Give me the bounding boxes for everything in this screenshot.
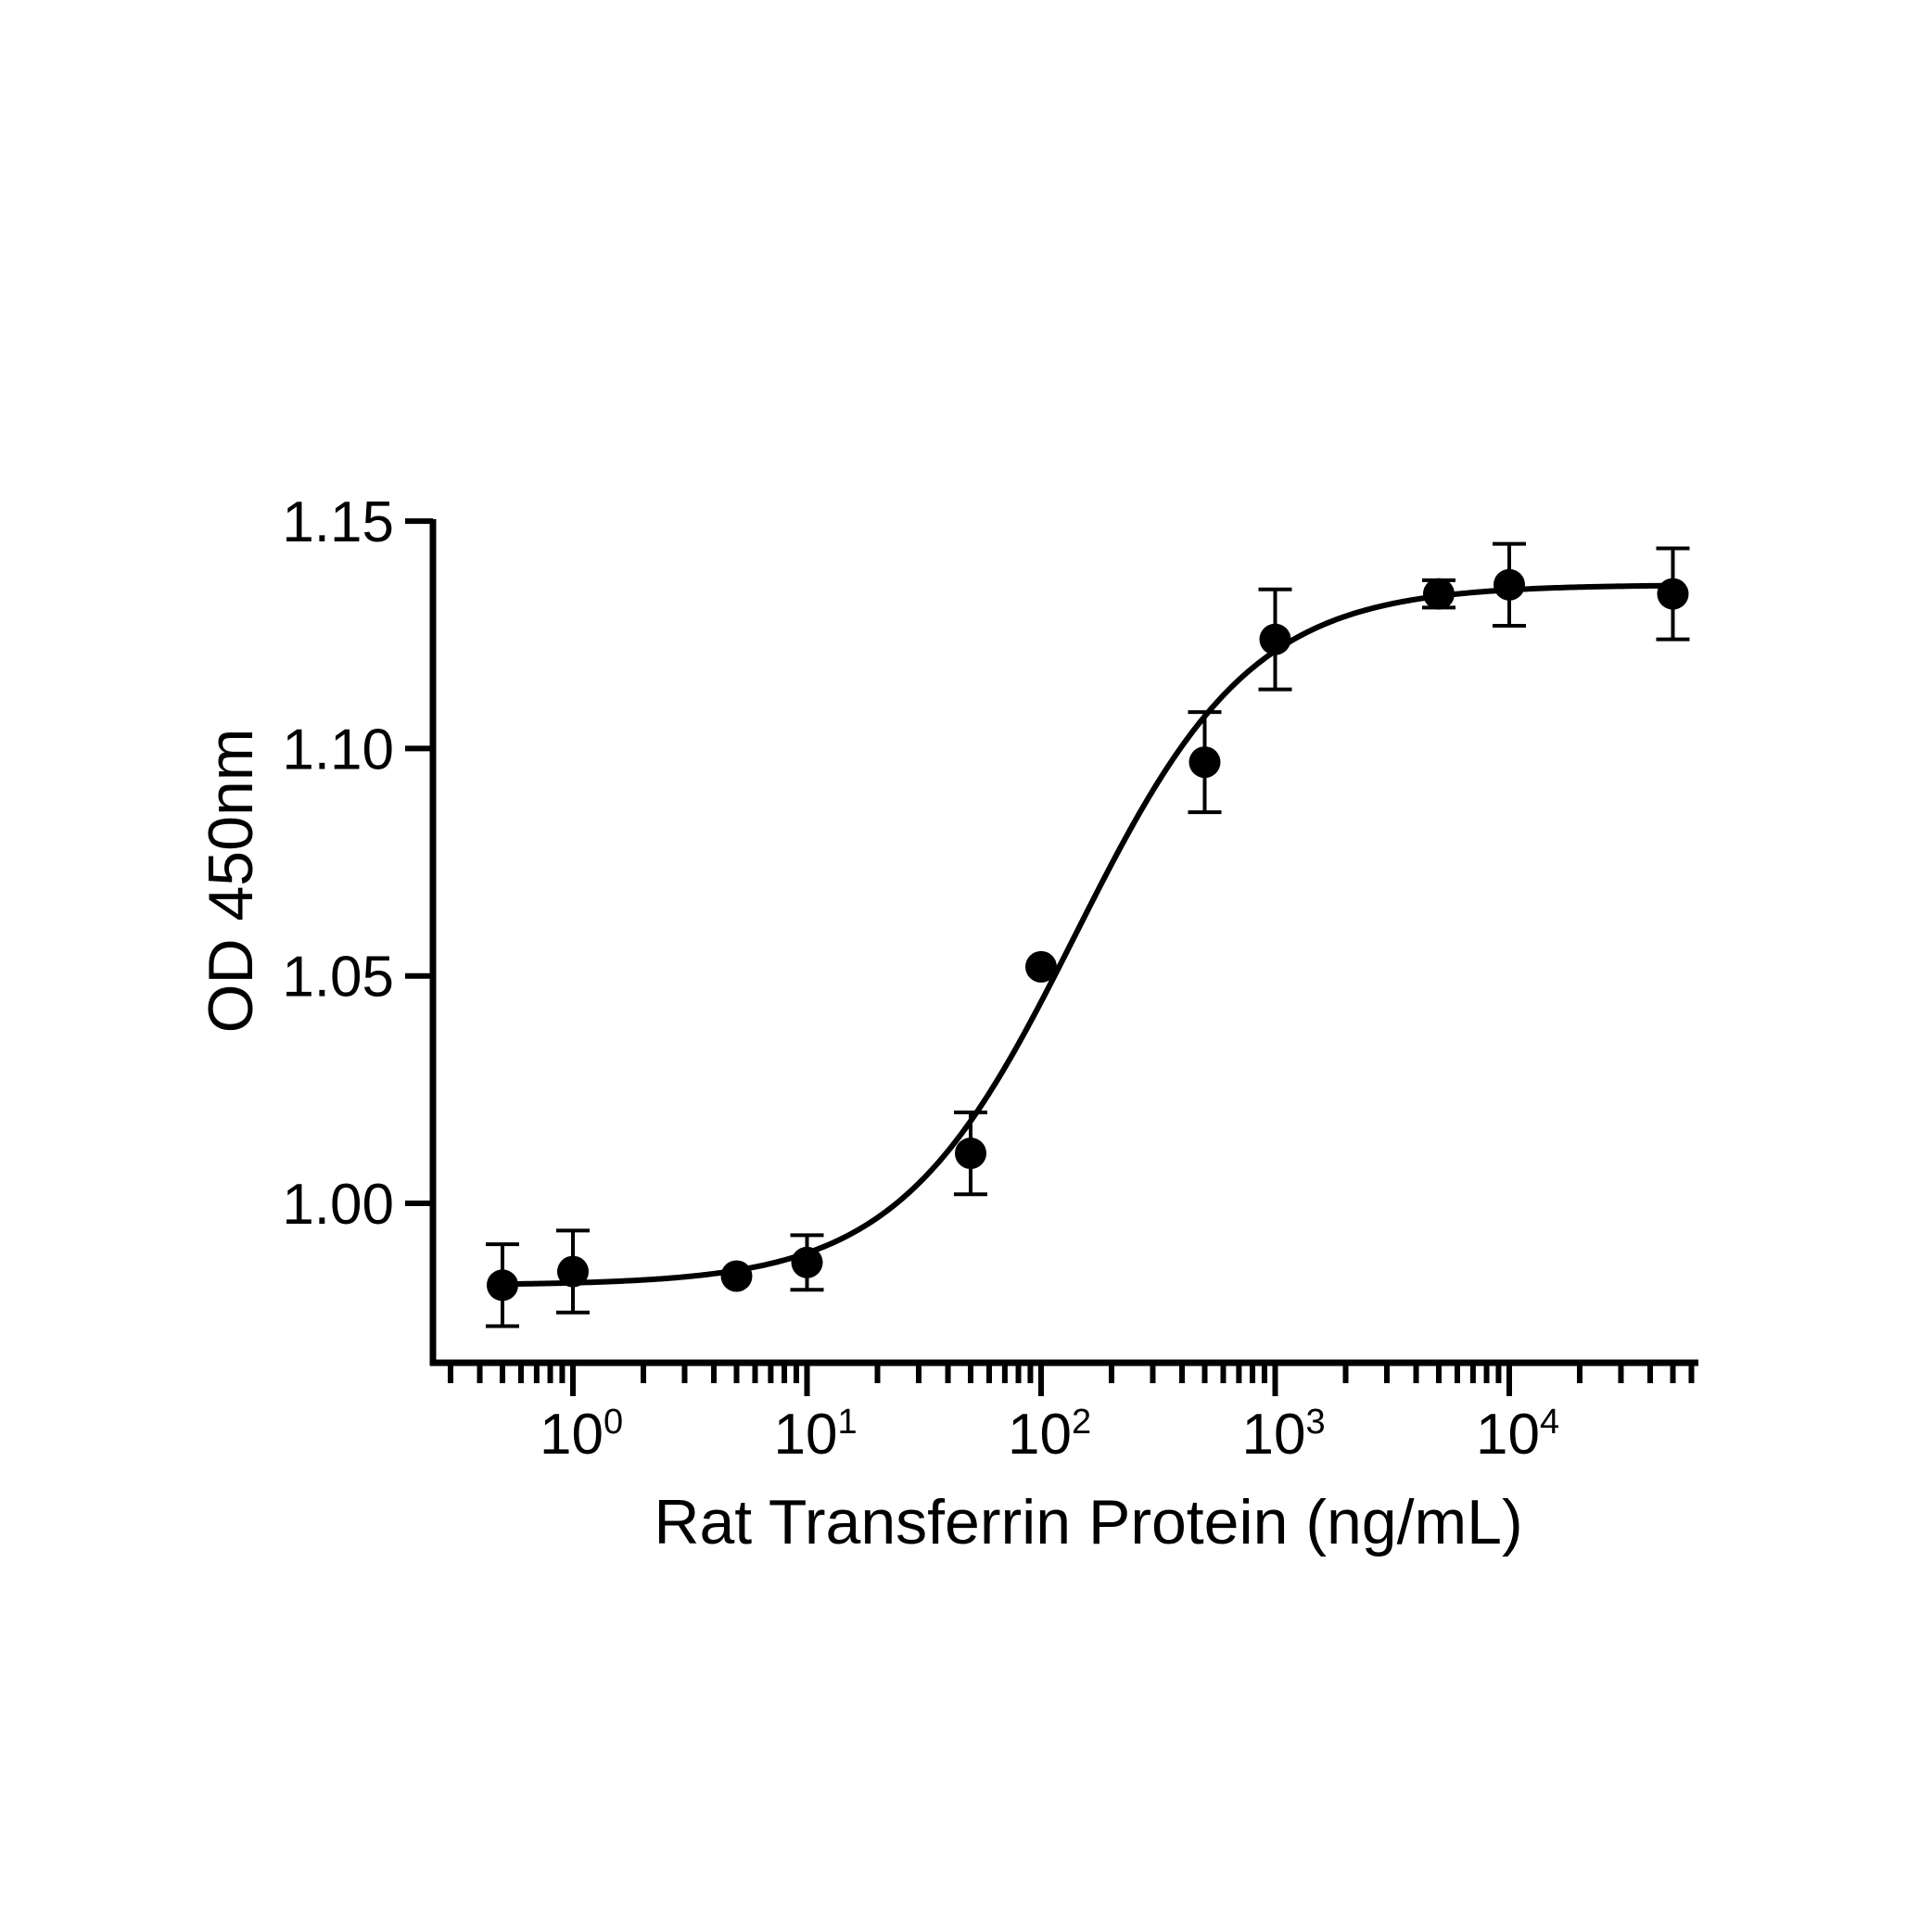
data-point — [1025, 950, 1057, 983]
fit-curve — [502, 582, 1673, 1288]
data-point — [1422, 578, 1455, 610]
y-axis-title: OD 450nm — [196, 729, 266, 1034]
y-tick-label: 1.10 — [282, 718, 394, 782]
fit-curve-layer — [502, 582, 1673, 1288]
x-tick-label: 100 — [540, 1403, 623, 1467]
data-point — [791, 1246, 823, 1278]
x-axis-title: Rat Transferrin Protein (ng/mL) — [654, 1487, 1522, 1557]
data-point — [1657, 578, 1689, 610]
tick-labels-layer: 1.00 1.05 1.10 1.15 100 101 102 103 104 — [282, 490, 1559, 1467]
axes — [405, 518, 1698, 1396]
data-point — [1259, 623, 1291, 655]
data-point — [1493, 568, 1525, 601]
data-points-layer — [486, 568, 1689, 1302]
data-point — [720, 1260, 753, 1292]
x-tick-label: 101 — [774, 1403, 858, 1467]
data-point — [486, 1269, 518, 1302]
y-tick-label: 1.15 — [282, 490, 394, 554]
x-tick-label: 103 — [1242, 1403, 1326, 1467]
error-bars-layer — [485, 541, 1690, 1328]
y-tick-label: 1.00 — [282, 1173, 394, 1237]
x-tick-label: 102 — [1008, 1403, 1091, 1467]
data-point — [1188, 746, 1221, 779]
y-tick-label: 1.05 — [282, 946, 394, 1010]
data-point — [954, 1138, 986, 1170]
x-tick-label: 104 — [1476, 1403, 1559, 1467]
data-point — [557, 1255, 589, 1288]
